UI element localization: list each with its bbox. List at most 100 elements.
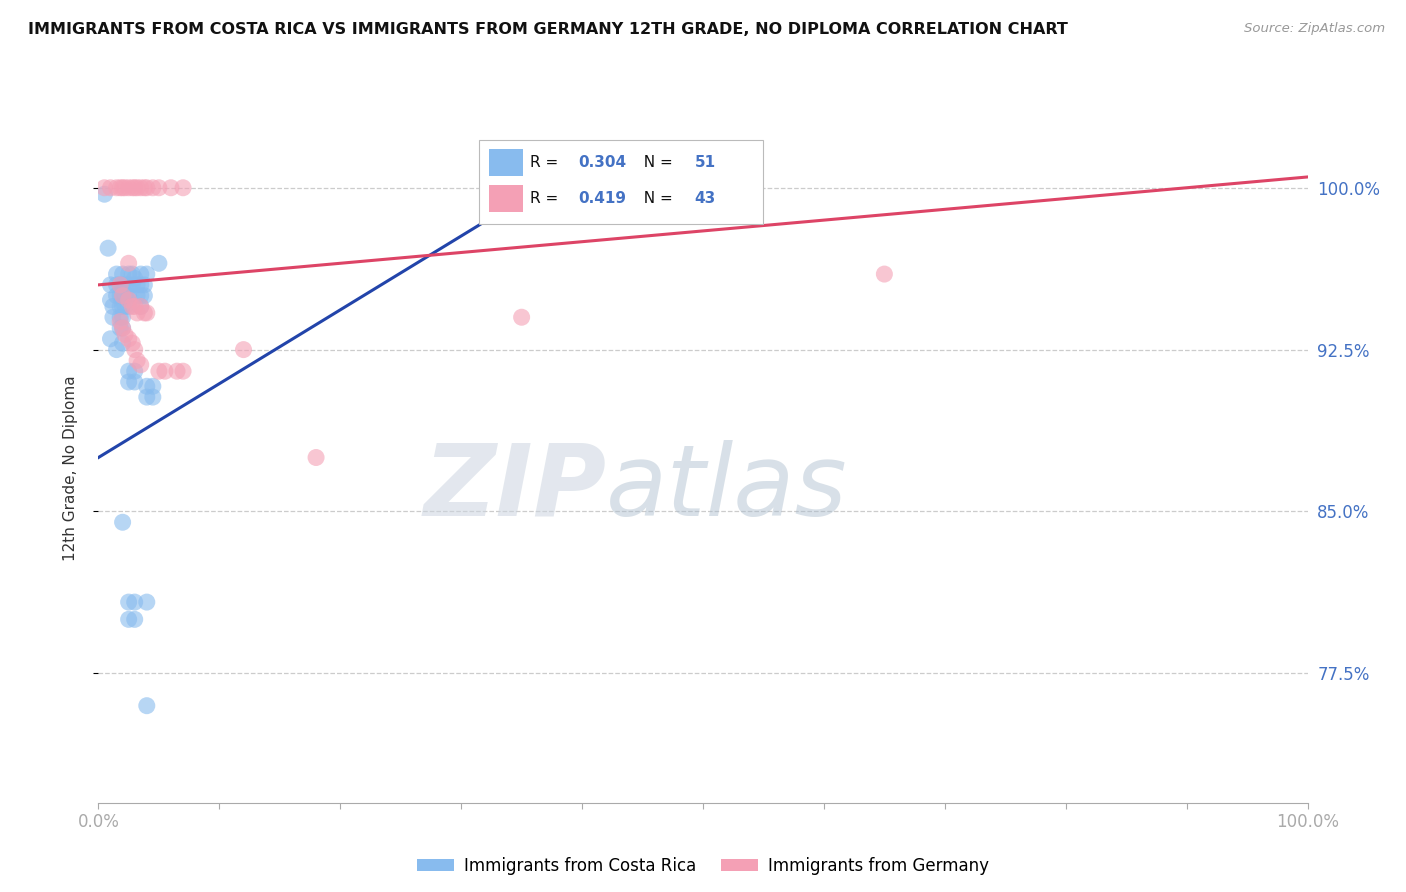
Point: [118, 300, 141, 314]
Point: [873, 267, 896, 281]
Text: atlas: atlas: [606, 440, 848, 537]
Point: [129, 180, 152, 194]
Point: [118, 375, 141, 389]
Point: [108, 277, 131, 292]
Point: [148, 256, 170, 270]
Point: [111, 267, 134, 281]
Point: [129, 288, 152, 302]
Point: [118, 277, 141, 292]
Point: [510, 310, 533, 325]
Point: [166, 364, 188, 378]
Text: IMMIGRANTS FROM COSTA RICA VS IMMIGRANTS FROM GERMANY 12TH GRADE, NO DIPLOMA COR: IMMIGRANTS FROM COSTA RICA VS IMMIGRANTS…: [28, 22, 1069, 37]
Y-axis label: 12th Grade, No Diploma: 12th Grade, No Diploma: [63, 376, 77, 561]
Point: [160, 180, 183, 194]
Point: [127, 353, 149, 368]
Point: [111, 288, 134, 302]
Point: [148, 364, 170, 378]
Point: [142, 180, 165, 194]
Point: [108, 277, 131, 292]
Point: [135, 379, 157, 393]
Point: [134, 180, 156, 194]
Point: [111, 300, 134, 314]
Point: [124, 271, 146, 285]
Bar: [489, 149, 523, 176]
Point: [153, 364, 176, 378]
Point: [118, 180, 141, 194]
Point: [127, 277, 149, 292]
Point: [114, 327, 136, 342]
Bar: [489, 186, 523, 212]
Point: [135, 180, 157, 194]
Point: [100, 180, 122, 194]
Point: [105, 267, 128, 281]
Point: [100, 332, 122, 346]
Point: [172, 364, 194, 378]
Point: [124, 595, 146, 609]
Point: [111, 321, 134, 335]
Point: [97, 241, 120, 255]
Text: N =: N =: [634, 155, 678, 170]
Point: [135, 698, 157, 713]
Point: [114, 180, 136, 194]
Point: [111, 310, 134, 325]
Text: N =: N =: [634, 191, 678, 206]
Point: [105, 288, 128, 302]
Point: [135, 306, 157, 320]
Point: [108, 310, 131, 325]
Point: [100, 293, 122, 307]
Point: [129, 277, 152, 292]
Point: [121, 267, 143, 281]
Point: [135, 267, 157, 281]
Point: [118, 332, 141, 346]
Text: 43: 43: [695, 191, 716, 206]
Text: R =: R =: [530, 155, 564, 170]
Point: [135, 390, 157, 404]
Point: [305, 450, 328, 465]
Point: [108, 300, 131, 314]
Point: [129, 267, 152, 281]
Point: [172, 180, 194, 194]
Point: [108, 180, 131, 194]
FancyBboxPatch shape: [479, 141, 763, 224]
Point: [121, 180, 143, 194]
Point: [127, 306, 149, 320]
Point: [124, 612, 146, 626]
Point: [124, 375, 146, 389]
Point: [118, 267, 141, 281]
Point: [111, 336, 134, 351]
Point: [108, 321, 131, 335]
Point: [111, 288, 134, 302]
Point: [101, 300, 124, 314]
Text: ZIP: ZIP: [423, 440, 606, 537]
Legend: Immigrants from Costa Rica, Immigrants from Germany: Immigrants from Costa Rica, Immigrants f…: [411, 850, 995, 881]
Point: [111, 277, 134, 292]
Point: [105, 343, 128, 357]
Point: [142, 390, 165, 404]
Point: [118, 288, 141, 302]
Point: [134, 288, 156, 302]
Point: [108, 314, 131, 328]
Point: [111, 321, 134, 335]
Point: [100, 277, 122, 292]
Point: [127, 288, 149, 302]
Point: [124, 364, 146, 378]
Point: [118, 256, 141, 270]
Point: [127, 180, 149, 194]
Point: [134, 277, 156, 292]
Point: [108, 288, 131, 302]
Point: [118, 293, 141, 307]
Point: [121, 277, 143, 292]
Text: Source: ZipAtlas.com: Source: ZipAtlas.com: [1244, 22, 1385, 36]
Point: [111, 515, 134, 529]
Point: [124, 343, 146, 357]
Point: [124, 180, 146, 194]
Point: [105, 180, 128, 194]
Point: [129, 358, 152, 372]
Point: [93, 187, 115, 202]
Point: [232, 343, 254, 357]
Point: [118, 595, 141, 609]
Point: [135, 595, 157, 609]
Text: 0.304: 0.304: [578, 155, 627, 170]
Point: [118, 612, 141, 626]
Text: R =: R =: [530, 191, 564, 206]
